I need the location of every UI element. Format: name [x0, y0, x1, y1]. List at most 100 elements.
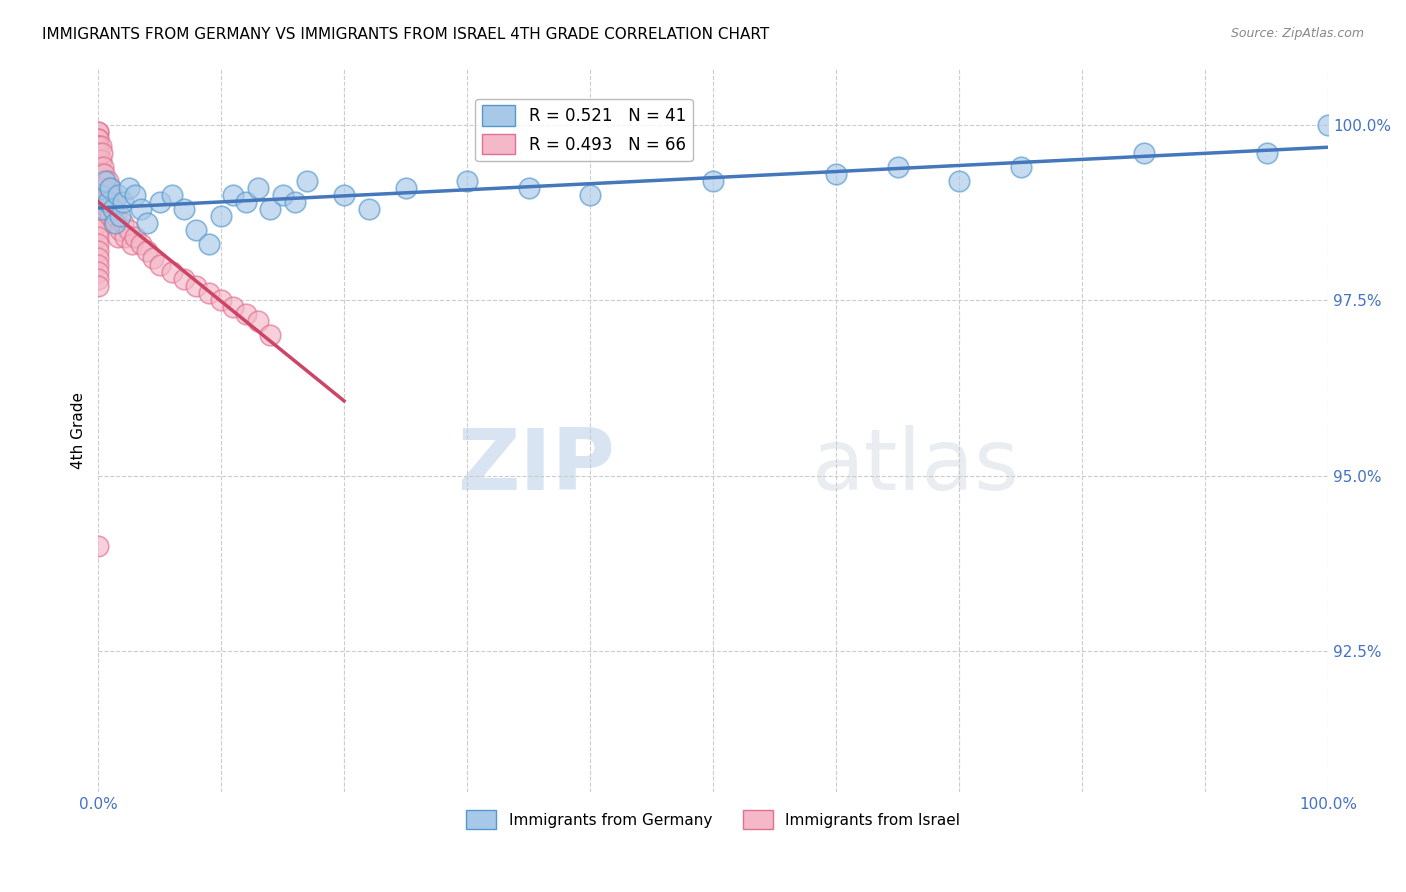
Point [160, 188, 183, 202]
Text: atlas: atlas [811, 425, 1019, 508]
Point [101, 202, 124, 216]
Point [103, 216, 125, 230]
Point [259, 202, 281, 216]
Point [295, 174, 318, 188]
Point [173, 202, 195, 216]
Point [87, 202, 110, 216]
Point [90, 145, 112, 160]
Point [1317, 118, 1340, 132]
Point [91, 202, 114, 216]
Point [173, 272, 195, 286]
Point [394, 181, 416, 195]
Point [108, 223, 131, 237]
Point [1256, 145, 1278, 160]
Point [186, 279, 208, 293]
Point [105, 209, 128, 223]
Point [87, 272, 110, 286]
Point [124, 230, 146, 244]
Point [235, 194, 257, 209]
Point [90, 167, 112, 181]
Point [271, 188, 294, 202]
Point [94, 181, 117, 195]
Point [142, 251, 165, 265]
Text: ZIP: ZIP [457, 425, 614, 508]
Point [284, 194, 307, 209]
Point [825, 167, 848, 181]
Point [93, 188, 115, 202]
Legend: Immigrants from Germany, Immigrants from Israel: Immigrants from Germany, Immigrants from… [460, 804, 966, 835]
Point [97, 194, 120, 209]
Point [87, 167, 110, 181]
Point [160, 265, 183, 279]
Point [111, 216, 134, 230]
Text: IMMIGRANTS FROM GERMANY VS IMMIGRANTS FROM ISRAEL 4TH GRADE CORRELATION CHART: IMMIGRANTS FROM GERMANY VS IMMIGRANTS FR… [42, 27, 769, 42]
Point [333, 188, 356, 202]
Point [87, 138, 110, 153]
Point [94, 174, 117, 188]
Point [1010, 160, 1032, 174]
Point [357, 202, 380, 216]
Point [87, 244, 110, 259]
Point [108, 209, 131, 223]
Point [124, 188, 146, 202]
Point [129, 237, 152, 252]
Point [87, 209, 110, 223]
Point [886, 160, 908, 174]
Point [702, 174, 724, 188]
Point [129, 202, 152, 216]
Point [87, 258, 110, 272]
Point [235, 307, 257, 321]
Point [118, 223, 141, 237]
Point [222, 301, 245, 315]
Point [104, 216, 127, 230]
Point [98, 188, 121, 202]
Point [222, 188, 245, 202]
Point [579, 188, 602, 202]
Point [517, 181, 540, 195]
Point [87, 194, 110, 209]
Point [948, 174, 970, 188]
Point [87, 132, 110, 146]
Point [87, 125, 110, 139]
Point [97, 202, 120, 216]
Point [87, 145, 110, 160]
Point [456, 174, 478, 188]
Point [98, 209, 121, 223]
Point [87, 174, 110, 188]
Point [121, 237, 143, 252]
Point [148, 258, 170, 272]
Point [136, 216, 159, 230]
Point [246, 314, 269, 328]
Point [87, 279, 110, 293]
Point [87, 138, 110, 153]
Point [89, 153, 111, 167]
Point [87, 181, 110, 195]
Point [87, 265, 110, 279]
Point [87, 539, 110, 553]
Point [209, 209, 232, 223]
Point [98, 181, 121, 195]
Point [87, 188, 110, 202]
Point [87, 160, 110, 174]
Point [89, 188, 111, 202]
Point [87, 216, 110, 230]
Point [1132, 145, 1154, 160]
Point [87, 145, 110, 160]
Point [87, 251, 110, 265]
Point [259, 328, 281, 343]
Point [246, 181, 269, 195]
Point [91, 160, 114, 174]
Point [107, 188, 129, 202]
Point [118, 181, 141, 195]
Point [87, 237, 110, 252]
Point [101, 194, 124, 209]
Point [91, 181, 114, 195]
Point [197, 237, 219, 252]
Point [87, 132, 110, 146]
Point [87, 230, 110, 244]
Point [186, 223, 208, 237]
Point [89, 138, 111, 153]
Y-axis label: 4th Grade: 4th Grade [72, 392, 86, 468]
Point [93, 167, 115, 181]
Point [136, 244, 159, 259]
